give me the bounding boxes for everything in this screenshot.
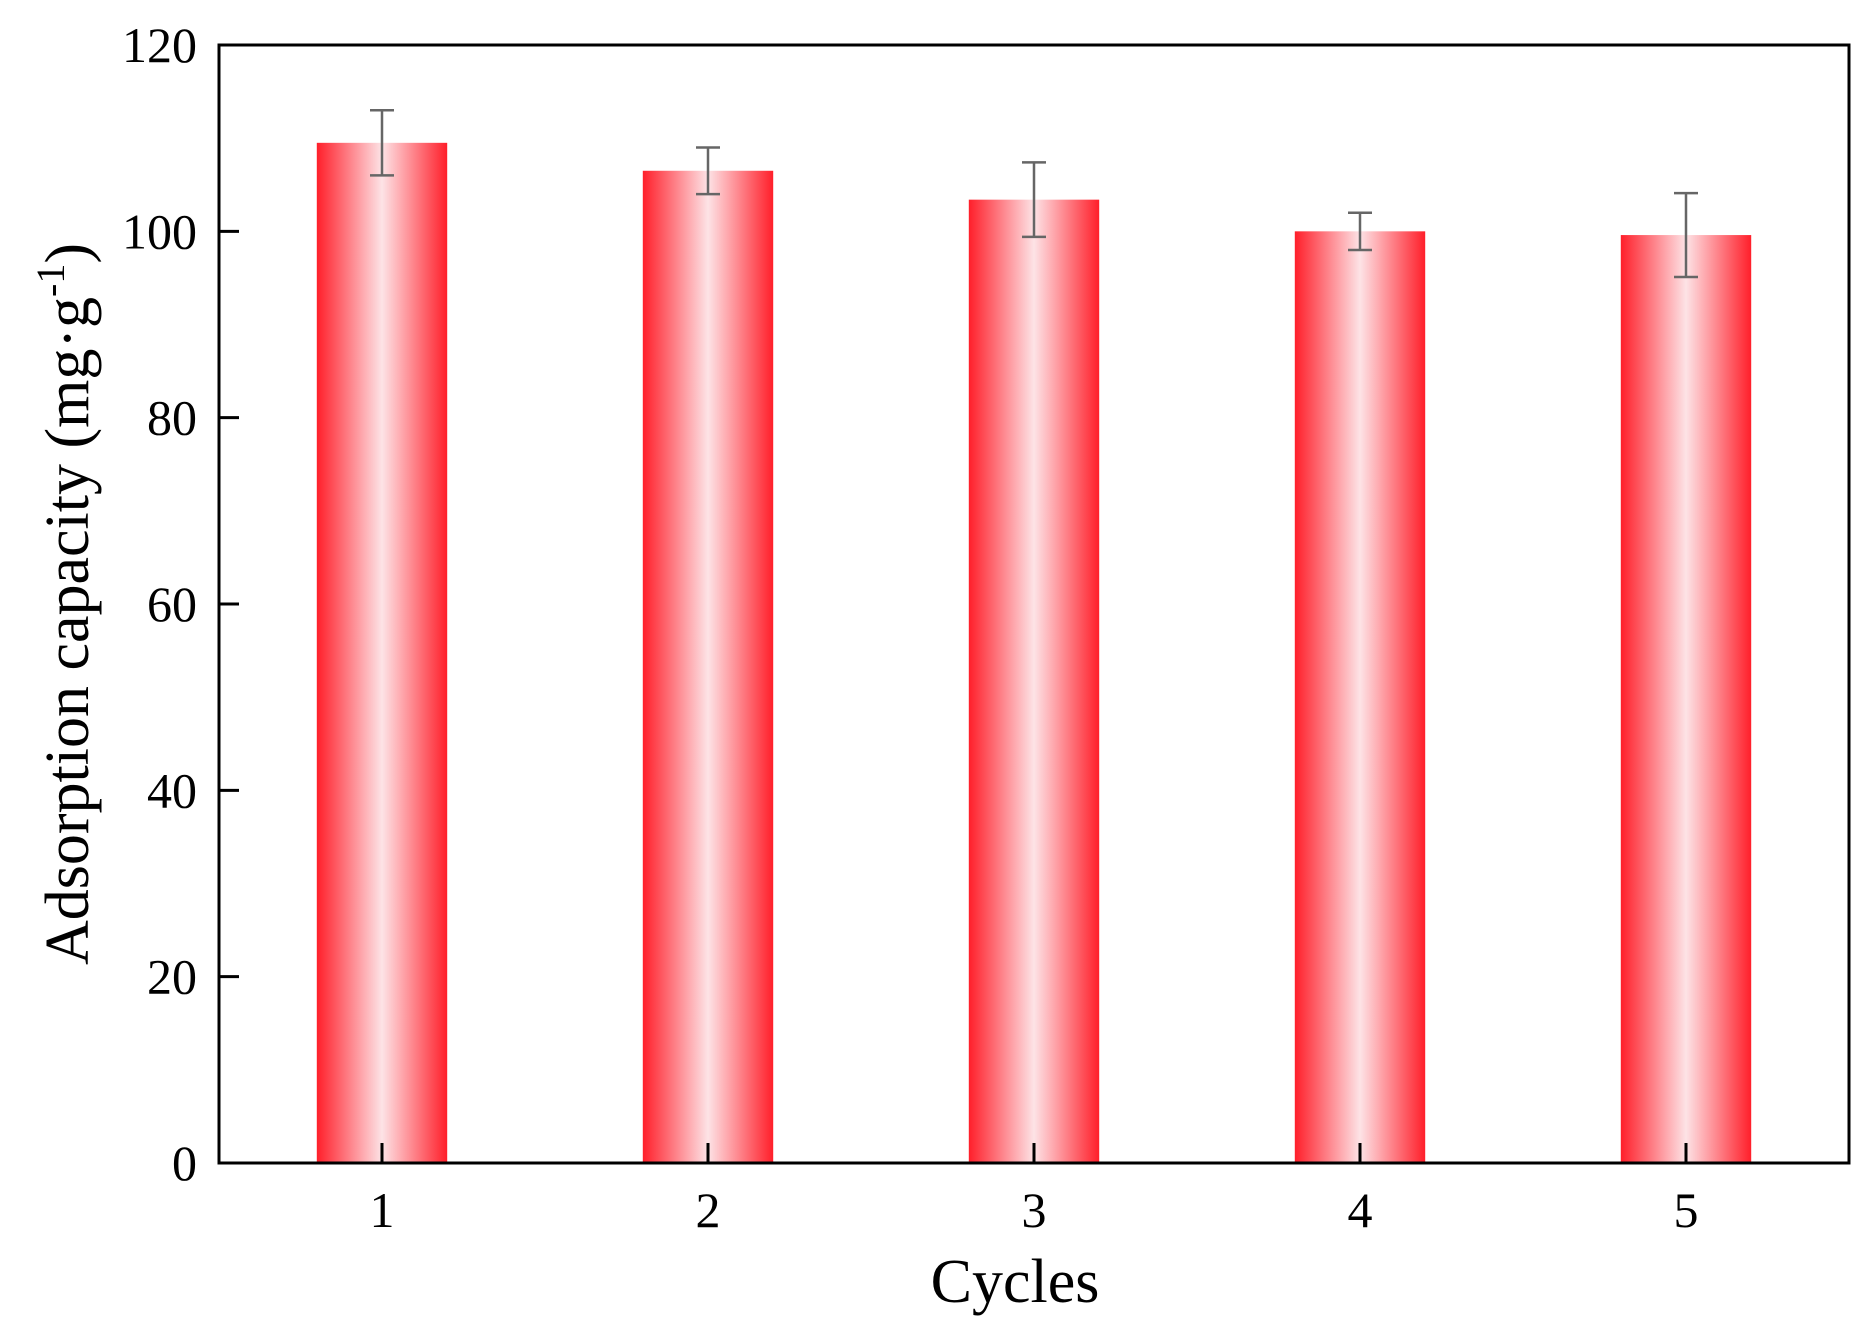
y-axis-title-superscript: -1 (28, 264, 73, 297)
x-tick-label-4: 4 (1348, 1182, 1373, 1238)
y-axis-title-main: Adsorption capacity (mg·g (34, 297, 102, 965)
y-tick-label-80: 80 (147, 390, 197, 446)
y-tick-label-120: 120 (122, 17, 197, 73)
bar-1 (316, 142, 448, 1163)
x-axis-title: Cycles (931, 1248, 1100, 1316)
x-tick-label-5: 5 (1674, 1182, 1699, 1238)
y-tick-label-0: 0 (172, 1135, 197, 1191)
x-axis-ticks: 1 2 3 4 5 (370, 1143, 1699, 1238)
bar-3 (968, 199, 1100, 1163)
bar-4 (1294, 231, 1426, 1164)
bar-2 (642, 170, 774, 1163)
bars-group (316, 142, 1752, 1164)
y-tick-label-100: 100 (122, 203, 197, 259)
x-tick-label-1: 1 (370, 1182, 395, 1238)
y-tick-label-20: 20 (147, 949, 197, 1005)
bar-5 (1620, 235, 1752, 1163)
x-tick-label-3: 3 (1022, 1182, 1047, 1238)
y-axis-title: Adsorption capacity (mg·g-1) (28, 243, 102, 965)
error-bars-group (370, 108, 1698, 279)
x-tick-label-2: 2 (696, 1182, 721, 1238)
y-axis-ticks: 0 20 40 60 80 100 120 (122, 17, 239, 1191)
y-tick-label-40: 40 (147, 762, 197, 818)
y-axis-title-close: ) (34, 243, 102, 264)
y-tick-label-60: 60 (147, 576, 197, 632)
